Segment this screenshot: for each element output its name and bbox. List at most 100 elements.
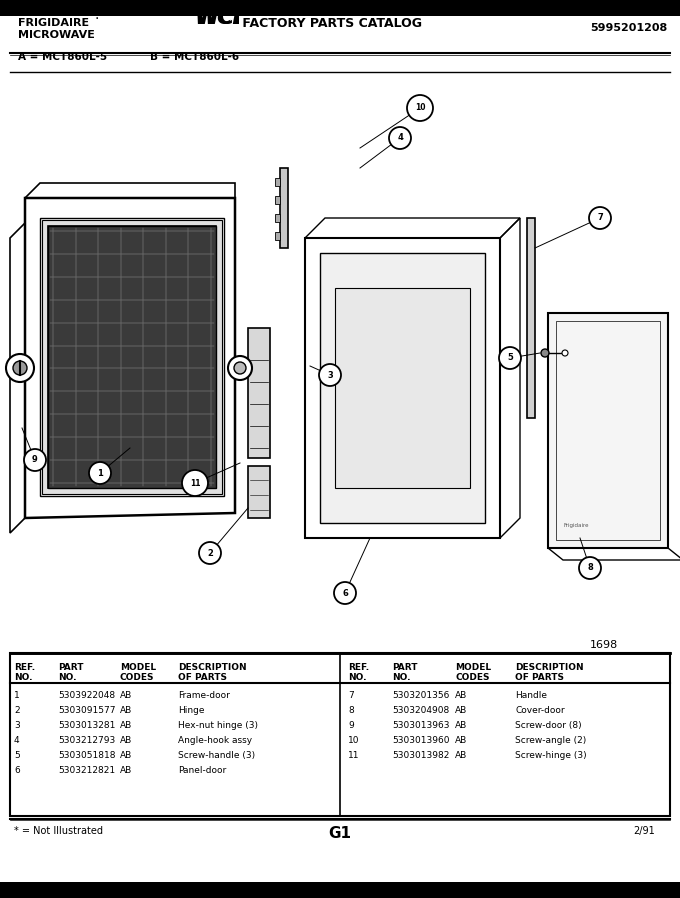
Text: AB: AB bbox=[120, 736, 132, 745]
Text: Panel-door: Panel-door bbox=[178, 766, 226, 775]
Text: Cover-door: Cover-door bbox=[515, 706, 564, 715]
Text: 2: 2 bbox=[207, 549, 213, 558]
Text: CODES: CODES bbox=[120, 673, 154, 682]
Polygon shape bbox=[280, 168, 288, 248]
Text: Screw-hinge (3): Screw-hinge (3) bbox=[515, 751, 587, 760]
Text: G1: G1 bbox=[328, 826, 352, 841]
Text: 9: 9 bbox=[348, 721, 354, 730]
Text: 3: 3 bbox=[14, 721, 20, 730]
Circle shape bbox=[228, 356, 252, 380]
Text: 5303922048: 5303922048 bbox=[58, 691, 115, 700]
Text: 5: 5 bbox=[507, 354, 513, 363]
Text: 5303204908: 5303204908 bbox=[392, 706, 449, 715]
Circle shape bbox=[319, 364, 341, 386]
Circle shape bbox=[234, 362, 246, 374]
Text: AB: AB bbox=[120, 691, 132, 700]
Text: 5303201356: 5303201356 bbox=[392, 691, 449, 700]
Text: AB: AB bbox=[455, 691, 467, 700]
Text: 5303212821: 5303212821 bbox=[58, 766, 115, 775]
Circle shape bbox=[89, 462, 111, 484]
Text: NO.: NO. bbox=[14, 673, 33, 682]
Text: WCI: WCI bbox=[195, 8, 241, 28]
Text: Handle: Handle bbox=[515, 691, 547, 700]
Circle shape bbox=[562, 350, 568, 356]
Bar bbox=[10, 653, 670, 816]
Text: NO.: NO. bbox=[348, 673, 367, 682]
Text: Screw-angle (2): Screw-angle (2) bbox=[515, 736, 586, 745]
Circle shape bbox=[24, 449, 46, 471]
Bar bbox=[527, 218, 535, 418]
Circle shape bbox=[579, 557, 601, 579]
Text: 6: 6 bbox=[14, 766, 20, 775]
Text: 8: 8 bbox=[587, 564, 593, 573]
Text: 4: 4 bbox=[14, 736, 20, 745]
Text: 5303091577: 5303091577 bbox=[58, 706, 116, 715]
Text: ·: · bbox=[95, 12, 99, 26]
Bar bbox=[42, 220, 222, 494]
Text: 2/91: 2/91 bbox=[633, 826, 655, 836]
Bar bbox=[275, 232, 280, 240]
Text: 5995201208: 5995201208 bbox=[590, 23, 667, 33]
Text: 10: 10 bbox=[415, 103, 425, 112]
Text: 5: 5 bbox=[14, 751, 20, 760]
Bar bbox=[248, 328, 270, 458]
Bar bbox=[320, 253, 485, 523]
Bar bbox=[335, 288, 470, 488]
Text: 1: 1 bbox=[97, 469, 103, 478]
Text: 5303013281: 5303013281 bbox=[58, 721, 116, 730]
Text: 2: 2 bbox=[14, 706, 20, 715]
Circle shape bbox=[389, 127, 411, 149]
Text: B = MCT860L-6: B = MCT860L-6 bbox=[150, 52, 239, 62]
Text: * = Not Illustrated: * = Not Illustrated bbox=[14, 826, 103, 836]
Text: 8: 8 bbox=[348, 706, 354, 715]
Text: Hex-nut hinge (3): Hex-nut hinge (3) bbox=[178, 721, 258, 730]
Text: CODES: CODES bbox=[455, 673, 490, 682]
Text: NO.: NO. bbox=[58, 673, 76, 682]
Bar bbox=[305, 238, 500, 538]
Text: FACTORY PARTS CATALOG: FACTORY PARTS CATALOG bbox=[238, 17, 422, 30]
Text: AB: AB bbox=[455, 706, 467, 715]
Circle shape bbox=[407, 95, 433, 121]
Circle shape bbox=[13, 361, 27, 375]
Text: Hinge: Hinge bbox=[178, 706, 205, 715]
Text: 5303013982: 5303013982 bbox=[392, 751, 449, 760]
Bar bbox=[275, 196, 280, 204]
Text: Frame-door: Frame-door bbox=[178, 691, 230, 700]
Text: MODEL: MODEL bbox=[455, 663, 491, 672]
Circle shape bbox=[199, 542, 221, 564]
Text: Screw-door (8): Screw-door (8) bbox=[515, 721, 581, 730]
Text: 6: 6 bbox=[342, 588, 348, 597]
Text: MICROWAVE: MICROWAVE bbox=[18, 30, 95, 40]
Text: PART: PART bbox=[58, 663, 84, 672]
Text: PART: PART bbox=[392, 663, 418, 672]
Text: 11: 11 bbox=[190, 479, 200, 488]
Text: 5303013963: 5303013963 bbox=[392, 721, 449, 730]
Circle shape bbox=[541, 349, 549, 357]
Circle shape bbox=[499, 347, 521, 369]
Text: AB: AB bbox=[120, 751, 132, 760]
Text: AB: AB bbox=[120, 706, 132, 715]
Circle shape bbox=[589, 207, 611, 229]
Text: AB: AB bbox=[120, 721, 132, 730]
Text: AB: AB bbox=[120, 766, 132, 775]
Text: OF PARTS: OF PARTS bbox=[178, 673, 227, 682]
Text: 10: 10 bbox=[348, 736, 360, 745]
Text: REF.: REF. bbox=[14, 663, 35, 672]
Bar bbox=[0, 882, 680, 898]
Text: 11: 11 bbox=[348, 751, 360, 760]
Text: 1698: 1698 bbox=[590, 640, 618, 650]
Bar bbox=[275, 178, 280, 186]
Bar bbox=[0, 0, 680, 16]
Text: MODEL: MODEL bbox=[120, 663, 156, 672]
Text: 5303013960: 5303013960 bbox=[392, 736, 449, 745]
Bar bbox=[556, 321, 660, 540]
Text: Frigidaire: Frigidaire bbox=[563, 523, 588, 528]
Text: 1: 1 bbox=[14, 691, 20, 700]
Text: REF.: REF. bbox=[348, 663, 369, 672]
Bar bbox=[48, 226, 216, 488]
Bar bbox=[548, 313, 668, 548]
Bar bbox=[40, 218, 224, 496]
Bar bbox=[248, 466, 270, 518]
Text: OF PARTS: OF PARTS bbox=[515, 673, 564, 682]
Text: 7: 7 bbox=[597, 214, 603, 223]
